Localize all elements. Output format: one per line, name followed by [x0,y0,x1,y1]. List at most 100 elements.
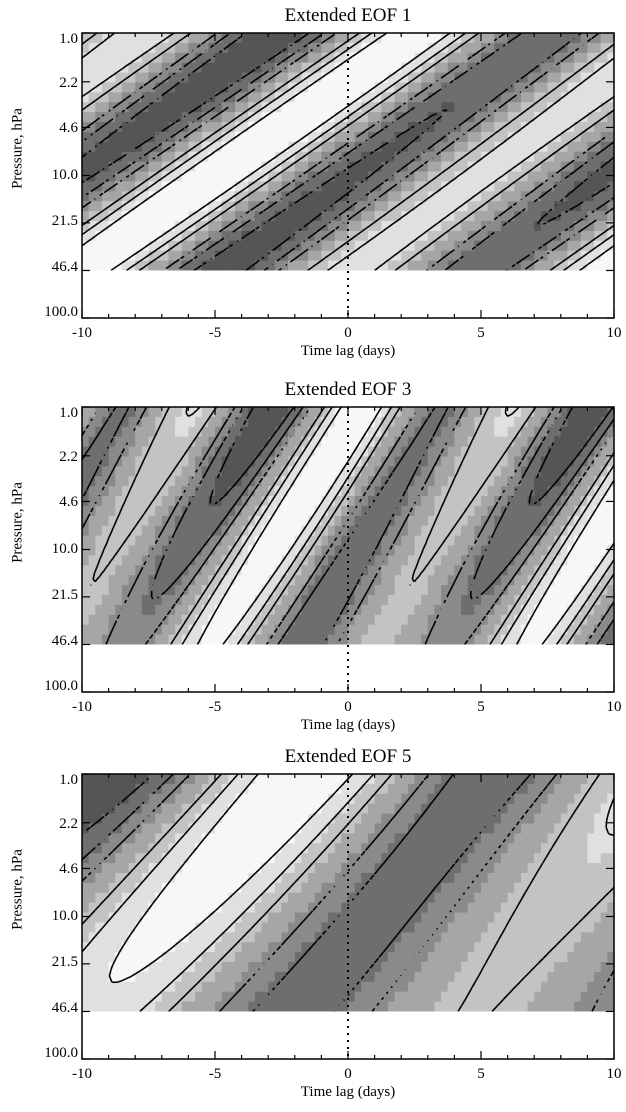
positive-contour-segment [389,256,393,260]
positive-contour-segment [511,133,516,137]
contour-fill-cell [328,575,336,586]
contour-fill-cell [328,604,336,616]
contour-fill-cell [88,614,96,626]
contour-fill-cell [567,72,575,84]
positive-contour-segment [188,166,194,171]
contour-fill-cell [254,240,263,252]
contour-fill-cell [101,191,110,202]
negative-contour-segment [445,265,451,271]
contour-fill-cell [607,82,615,93]
contour-fill-cell [88,525,96,537]
positive-contour-segment [216,137,220,141]
contour-fill-cell [188,191,196,202]
contour-fill-cell [387,72,396,84]
contour-fill-cell [82,575,90,586]
contour-fill-cell [135,33,143,44]
contour-fill-cell [261,151,269,163]
contour-fill-cell [221,102,229,113]
positive-contour-segment [161,50,166,55]
positive-contour-segment [582,252,588,258]
positive-contour-segment [502,186,508,191]
positive-contour-segment [375,83,380,88]
contour-fill-cell [414,230,422,242]
contour-fill-cell [348,505,356,517]
positive-contour-segment [600,252,605,256]
contour-fill-cell [241,595,249,606]
contour-fill-cell [135,42,143,54]
contour-fill-cell [228,426,236,438]
positive-contour-segment [351,234,358,239]
contour-fill-cell [181,191,189,202]
positive-contour-segment [181,238,185,242]
negative-contour-segment [278,267,282,272]
contour-fill-cell [301,466,309,477]
positive-contour-segment [281,168,286,173]
contour-fill-cell [234,585,243,596]
positive-contour-segment [315,263,318,266]
contour-fill-cell [540,191,549,202]
contour-fill-cell [101,161,110,173]
contour-fill-cell [574,230,582,242]
negative-contour-segment [484,235,491,240]
negative-contour-segment [229,83,234,88]
contour-fill-cell [181,407,189,418]
negative-contour-segment [273,53,278,58]
contour-fill-cell [155,426,163,438]
contour-fill-cell [314,201,322,212]
contour-fill-cell [95,624,103,636]
contour-fill-cell [161,595,170,606]
negative-contour-segment [158,72,163,76]
contour-fill-cell [261,634,269,646]
contour-fill-cell [101,211,110,222]
positive-contour-segment [285,79,291,85]
positive-contour-segment [516,176,522,182]
negative-contour-segment [165,139,168,142]
contour-fill-cell [407,131,416,143]
contour-fill-cell [454,122,462,133]
negative-contour-segment [526,71,531,76]
contour-fill-cell [168,62,176,74]
positive-contour-segment [179,240,183,244]
contour-fill-cell [374,131,382,143]
contour-fill-cell [294,496,303,507]
contour-fill-cell [514,201,522,212]
contour-fill-cell [580,42,588,54]
contour-fill-cell [115,446,123,458]
contour-fill-cell [434,171,442,183]
contour-fill-cell [314,161,322,173]
positive-contour-segment [352,118,358,123]
positive-contour-segment [285,98,291,103]
contour-fill-cell [281,456,289,467]
contour-fill-cell [248,407,256,418]
positive-contour-segment [377,37,380,40]
contour-fill-cell [314,62,322,74]
positive-contour-segment [343,257,345,260]
contour-fill-cell [141,545,150,557]
positive-contour-segment [396,79,400,83]
negative-contour-segment [325,38,329,42]
contour-fill-cell [500,33,509,44]
contour-fill-cell [514,211,522,222]
positive-contour-segment [134,204,140,209]
contour-fill-cell [288,535,296,547]
contour-fill-cell [208,82,216,93]
contour-fill-cell [381,181,389,192]
negative-contour-segment [369,151,374,155]
negative-contour-segment [343,168,347,172]
contour-fill-cell [461,141,469,153]
positive-contour-segment [187,216,190,219]
contour-fill-cell [374,201,382,212]
contour-fill-cell [175,211,183,222]
contour-fill-cell [101,466,110,477]
negative-contour-segment [170,121,176,127]
contour-fill-cell [234,515,243,527]
contour-fill-cell [500,112,509,123]
contour-fill-cell [421,131,429,143]
negative-contour-segment [604,145,610,150]
positive-contour-segment [405,210,411,216]
contour-fill-cell [288,42,296,54]
contour-fill-cell [540,151,549,163]
contour-fill-cell [487,82,495,93]
negative-contour-segment [564,210,569,214]
negative-contour-segment [108,118,114,123]
